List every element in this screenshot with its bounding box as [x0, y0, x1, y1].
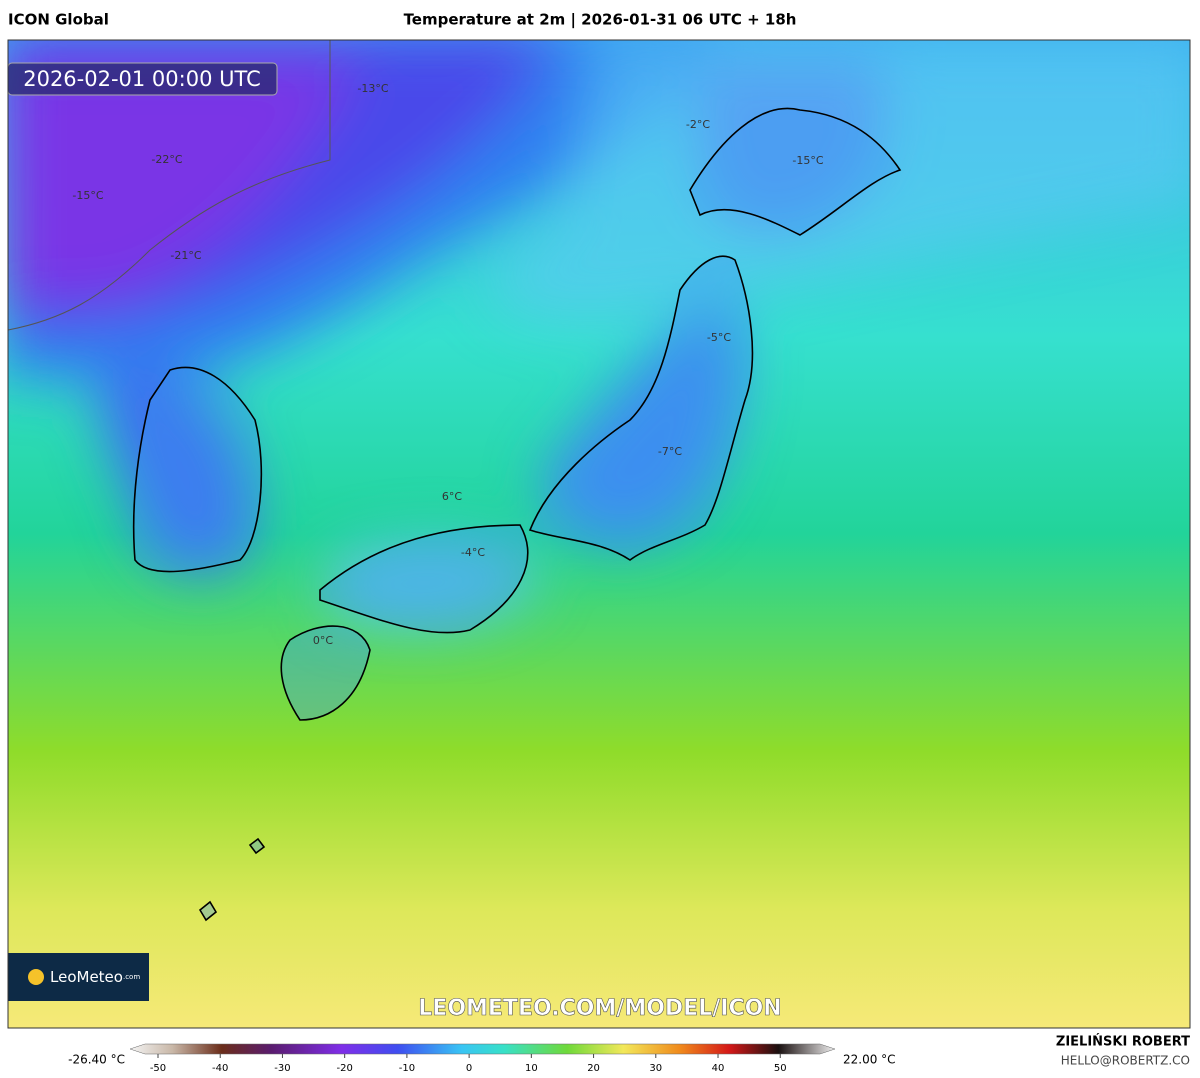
colorbar-tick-label: 0 — [466, 1063, 472, 1074]
map-title: Temperature at 2m | 2026-01-31 06 UTC + … — [404, 11, 797, 30]
contour-label: -13°C — [357, 82, 388, 95]
contour-labels: -13°C -22°C -15°C -21°C -2°C -15°C -5°C … — [72, 82, 823, 647]
coastlines — [8, 40, 902, 922]
valid-time: 2026-02-01 00:00 UTC — [23, 67, 261, 91]
author: ZIELIŃSKI ROBERT — [1056, 1034, 1190, 1050]
contour-label: 6°C — [442, 490, 462, 503]
colorbar-min: -26.40 °C — [68, 1053, 125, 1067]
logo-sun — [28, 969, 44, 985]
time-box — [8, 62, 278, 96]
contour-label: -7°C — [658, 445, 682, 458]
contour-label: -21°C — [170, 249, 201, 262]
colorbar-tick-label: -10 — [399, 1063, 415, 1074]
colorbar-max: 22.00 °C — [843, 1053, 896, 1067]
colorbar-tick-label: 30 — [649, 1063, 662, 1074]
contour-label: 0°C — [313, 634, 333, 647]
colorbar-tick-label: -20 — [337, 1063, 353, 1074]
watermark: LEOMETEO.COM/MODEL/ICON — [418, 996, 781, 1021]
model-title: ICON Global — [8, 11, 109, 29]
colorbar-tick-label: -30 — [274, 1063, 290, 1074]
colorbar-tick-label: -40 — [212, 1063, 228, 1074]
email: HELLO@ROBERTZ.CO — [1061, 1054, 1190, 1068]
contour-label: -4°C — [461, 546, 485, 559]
contour-label: -2°C — [686, 118, 710, 131]
colorbar-tick-label: 40 — [712, 1063, 725, 1074]
logo-text: LeoMeteo.com — [50, 968, 140, 986]
contour-label: -5°C — [707, 331, 731, 344]
contour-label: -15°C — [792, 154, 823, 167]
contour-label: -15°C — [72, 189, 103, 202]
colorbar-tick-label: 20 — [587, 1063, 600, 1074]
colorbar — [129, 1043, 836, 1055]
colorbar-tick-label: 10 — [525, 1063, 538, 1074]
colorbar-tick-label: 50 — [774, 1063, 787, 1074]
contour-label: -22°C — [151, 153, 182, 166]
temperature-field — [8, 40, 1190, 625]
colorbar-tick-label: -50 — [150, 1063, 166, 1074]
map-frame — [7, 39, 1191, 1029]
map: -13°C -22°C -15°C -21°C -2°C -15°C -5°C … — [8, 40, 1190, 1028]
